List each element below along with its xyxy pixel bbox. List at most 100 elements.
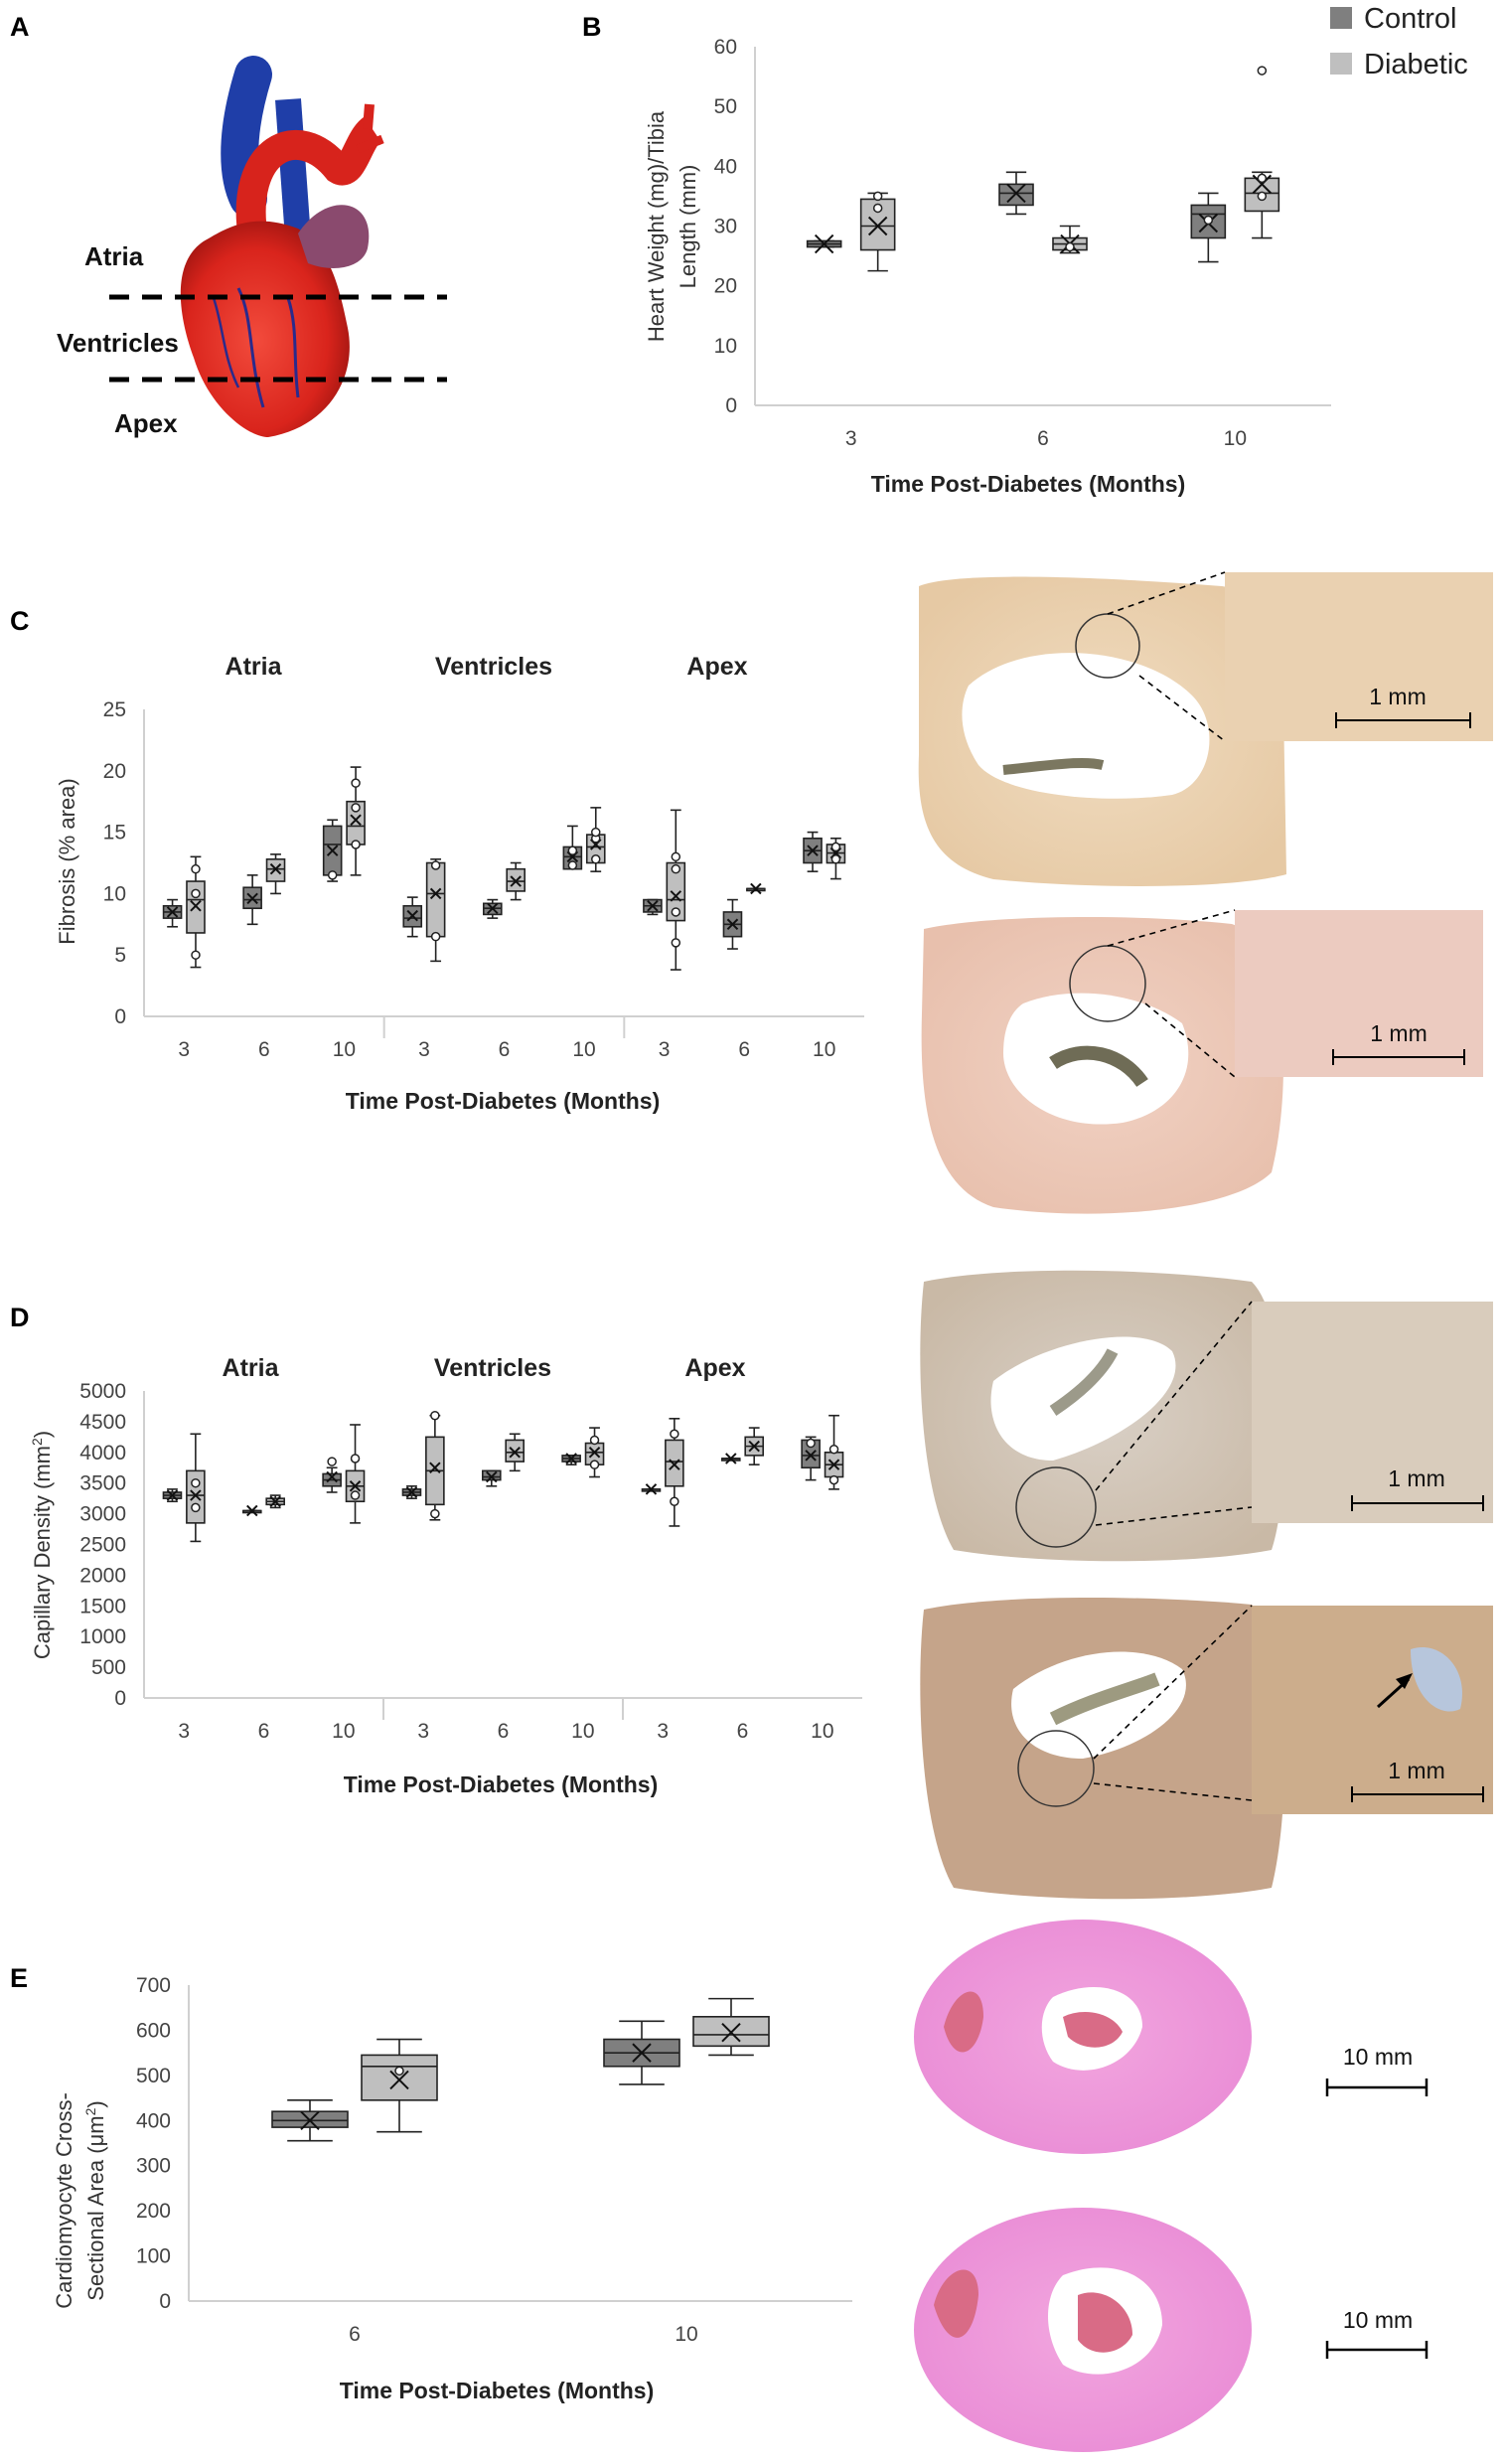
- chart-c-box-diabetic-2-3-point: [671, 938, 681, 948]
- panel-a: A Atria Ventricles Apex: [10, 12, 447, 438]
- chart-d-box-diabetic-2-6-mean-marker: [748, 1440, 760, 1453]
- chart-c-ytick: 25: [103, 698, 126, 721]
- chart-e-ytick: 100: [136, 2245, 171, 2268]
- legend: Control Diabetic: [1330, 3, 1468, 80]
- chart-d-box-control-1-3: [401, 1484, 422, 1499]
- chart-d-ytick: 1000: [79, 1625, 126, 1648]
- chart-d-box-control-1-6-box: [481, 1469, 502, 1481]
- chart-d-box-control-2-6: [720, 1453, 741, 1464]
- chart-d-section-atria: Atria: [223, 1354, 280, 1382]
- heart-illustration: [180, 56, 384, 437]
- chart-c-box-diabetic-1-10-point: [591, 827, 601, 838]
- panel-d-scalebar-1-label: 1 mm: [1388, 1465, 1445, 1491]
- chart-d-xtick: 6: [737, 1720, 749, 1743]
- chart-c-xtick: 10: [572, 1038, 595, 1061]
- chart-b-ytick: 0: [725, 394, 737, 417]
- chart-c-box-diabetic-1-3-mean-marker: [429, 887, 442, 900]
- chart-b-box-control-10-point: [1203, 215, 1214, 226]
- chart-b-ylabel-line2: Length (mm): [676, 165, 700, 289]
- chart-d-box-control-2-10: [801, 1436, 821, 1481]
- chart-d-box-control-1-10: [561, 1453, 581, 1465]
- chart-d-xtick: 3: [417, 1720, 429, 1743]
- panel-d-histology: 1 mm 1 mm: [920, 1270, 1493, 1900]
- chart-d-box-diabetic-2-3-point: [670, 1496, 679, 1506]
- chart-c-box-diabetic-2-3-point: [671, 863, 681, 874]
- panel-d-histology-control: 1 mm: [920, 1270, 1493, 1562]
- chart-e-box-control-10-mean-marker: [632, 2043, 652, 2063]
- chart-e-box-diabetic-6-mean-marker: [389, 2070, 409, 2090]
- legend-diabetic-swatch: [1330, 53, 1352, 75]
- chart-d-box-control-2-10-point: [806, 1438, 816, 1449]
- chart-d-box-diabetic-1-3-point: [430, 1508, 440, 1519]
- chart-e-ytick: 300: [136, 2155, 171, 2178]
- chart-c-box-diabetic-1-10: [585, 807, 606, 872]
- chart-b-box-diabetic-10-point: [1257, 66, 1268, 76]
- chart-b-box-diabetic-10-point: [1257, 191, 1268, 202]
- chart-d-box-control-2-10-mean-marker: [805, 1450, 817, 1462]
- chart-e-box-control-6: [271, 2099, 349, 2142]
- chart-d-ytick: 5000: [79, 1380, 126, 1403]
- chart-d-box-control-0-10-point: [327, 1457, 337, 1466]
- heart-region-ventricles: Ventricles: [57, 328, 179, 358]
- panel-a-label: A: [10, 12, 30, 42]
- chart-d-box-diabetic-1-10-mean-marker: [588, 1447, 601, 1459]
- chart-c-box-control-2-3-mean-marker: [647, 900, 659, 912]
- chart-d-box-control-0-3: [162, 1488, 183, 1503]
- chart-c-box-diabetic-0-10-point: [351, 840, 361, 849]
- panel-b-label: B: [582, 12, 602, 42]
- panel-c-histology: 1 mm 1 mm: [918, 571, 1493, 1214]
- chart-b-ytick: 20: [714, 275, 737, 298]
- chart-e-box-diabetic-6-box: [361, 2054, 438, 2101]
- chart-c-box-control-2-6-mean-marker: [726, 918, 739, 931]
- chart-d-ytick: 1500: [79, 1595, 126, 1617]
- chart-d-box-control-1-6: [481, 1469, 502, 1487]
- chart-c-ytick: 15: [103, 822, 126, 845]
- chart-d-box-diabetic-2-10: [824, 1414, 844, 1490]
- chart-e-box-diabetic-10: [692, 1997, 770, 2057]
- chart-d-box-diabetic-1-6: [505, 1433, 526, 1472]
- chart-c-box-control-0-10: [322, 819, 343, 882]
- chart-c: C Fibrosis (% area) Atria Ventricles Ape…: [10, 606, 864, 1114]
- chart-b-box-control-3: [806, 233, 842, 254]
- chart-c-xlabel: Time Post-Diabetes (Months): [346, 1088, 661, 1114]
- chart-d-xtick: 6: [498, 1720, 510, 1743]
- chart-c-box-diabetic-2-10: [826, 837, 846, 880]
- panel-e-histology-diabetic: 10 mm: [914, 2208, 1428, 2452]
- chart-b-box-diabetic-10-mean-marker: [1252, 174, 1273, 195]
- chart-d-ylabel-sup: 2: [29, 1438, 45, 1446]
- chart-c-section-apex: Apex: [686, 653, 747, 681]
- chart-c-xtick: 6: [499, 1038, 511, 1061]
- chart-d-ytick: 4000: [79, 1442, 126, 1464]
- chart-d-box-diabetic-0-10-point: [350, 1490, 361, 1500]
- chart-e-box-diabetic-10-mean-marker: [721, 2022, 741, 2043]
- chart-c-xtick: 10: [333, 1038, 356, 1061]
- chart-c-box-diabetic-2-3-box: [666, 861, 686, 922]
- heart-region-atria: Atria: [84, 241, 144, 271]
- chart-d-box-diabetic-2-3-box: [665, 1439, 684, 1487]
- chart-b-ytick: 40: [714, 155, 737, 178]
- chart-b-ytick: 50: [714, 95, 737, 118]
- chart-b-xtick: 10: [1224, 427, 1247, 450]
- panel-c-histology-diabetic: 1 mm: [921, 909, 1483, 1214]
- chart-b-ylabel-line1: Heart Weight (mg)/Tibia: [644, 110, 669, 342]
- chart-d-box-diabetic-2-3-point: [670, 1429, 679, 1440]
- chart-c-box-diabetic-1-3-point: [430, 931, 441, 942]
- chart-c-box-diabetic-1-3-point: [430, 860, 441, 870]
- chart-e-box-diabetic-6: [361, 2038, 438, 2133]
- chart-b-box-diabetic-10: [1244, 66, 1280, 239]
- chart-e-xtick: 10: [675, 2323, 697, 2346]
- chart-c-box-control-2-3: [643, 898, 663, 916]
- chart-d-box-diabetic-2-3: [665, 1418, 684, 1527]
- chart-d-box-control-0-6: [242, 1504, 262, 1517]
- chart-d-box-diabetic-1-3: [425, 1410, 445, 1521]
- chart-c-box-control-0-3: [162, 898, 183, 928]
- chart-c-box-control-0-3-mean-marker: [166, 906, 179, 918]
- chart-c-box-control-1-6: [482, 898, 503, 919]
- chart-d-box-diabetic-1-10-point: [589, 1435, 600, 1446]
- chart-e-ylabel-line2: Sectional Area (μm2): [82, 2100, 108, 2300]
- chart-c-box-diabetic-0-3: [186, 855, 206, 969]
- chart-e-ytick: 600: [136, 2019, 171, 2042]
- chart-d-box-diabetic-0-10: [345, 1424, 366, 1524]
- chart-d-xtick: 10: [571, 1720, 594, 1743]
